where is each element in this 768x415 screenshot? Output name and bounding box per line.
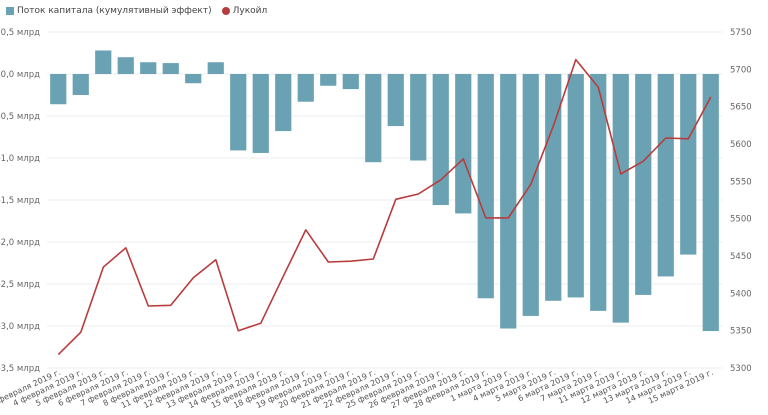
bar-capital-flow [455, 74, 472, 214]
bar-capital-flow [50, 74, 67, 105]
y-right-tick-label: 5700 [730, 65, 752, 75]
y-left-tick-label: 0,5 млрд [1, 28, 40, 38]
y-right-tick-label: 5750 [730, 28, 752, 38]
bar-capital-flow [635, 74, 652, 295]
bar-capital-flow [342, 74, 359, 90]
y-right-tick-label: 5350 [730, 327, 752, 337]
bar-capital-flow [162, 63, 179, 74]
y-right-tick-label: 5600 [730, 140, 752, 150]
bar-capital-flow [522, 74, 539, 316]
y-right-tick-label: 5650 [730, 103, 752, 113]
y-left-tick-label: -3,0 млрд [0, 322, 40, 332]
y-right-tick-label: 5500 [730, 215, 752, 225]
bar-capital-flow [72, 74, 89, 95]
legend-swatch-lukoil [221, 7, 230, 15]
bar-capital-flow [410, 74, 427, 161]
chart-legend: Поток капитала (кумулятивный эффект) Лук… [0, 0, 267, 22]
y-left-tick-label: -2,0 млрд [0, 238, 40, 248]
legend-swatch-capital-flow [6, 7, 14, 15]
y-left-tick-label: -1,5 млрд [0, 196, 40, 206]
y-right-tick-label: 5550 [730, 177, 752, 187]
y-right-tick-label: 5300 [730, 364, 752, 374]
bar-capital-flow [117, 57, 134, 74]
bar-capital-flow [612, 74, 629, 323]
y-left-tick-label: 0,0 млрд [1, 70, 40, 80]
line-lukoil [57, 58, 712, 356]
bar-capital-flow [230, 74, 247, 151]
bar-capital-flow [185, 74, 202, 84]
bar-capital-flow [387, 74, 404, 127]
legend-item-capital-flow[interactable]: Поток капитала (кумулятивный эффект) [6, 6, 212, 16]
bar-capital-flow [590, 74, 607, 311]
bar-capital-flow [275, 74, 292, 132]
bar-capital-flow [95, 50, 112, 74]
y-left-tick-label: -2,5 млрд [0, 280, 40, 290]
bar-capital-flow [545, 74, 562, 301]
y-left-tick-label: -3,5 млрд [0, 364, 40, 374]
bar-capital-flow [477, 74, 494, 299]
bar-capital-flow [320, 74, 337, 86]
bar-capital-flow [207, 62, 224, 74]
y-right-tick-label: 5450 [730, 252, 752, 262]
bar-capital-flow [567, 74, 584, 298]
bar-capital-flow [657, 74, 674, 277]
bar-capital-flow [702, 74, 719, 332]
y-left-tick-label: -0,5 млрд [0, 112, 40, 122]
bar-capital-flow [365, 74, 382, 163]
y-right-tick-label: 5400 [730, 289, 752, 299]
bar-capital-flow [680, 74, 697, 255]
bar-capital-flow [140, 62, 157, 74]
legend-label-capital-flow: Поток капитала (кумулятивный эффект) [17, 6, 212, 16]
legend-item-lukoil[interactable]: Лукойл [218, 6, 268, 16]
legend-label-lukoil: Лукойл [232, 6, 268, 16]
bar-capital-flow [432, 74, 449, 206]
bar-capital-flow [297, 74, 314, 102]
bar-capital-flow [252, 74, 269, 153]
bar-capital-flow [500, 74, 517, 329]
y-left-tick-label: -1,0 млрд [0, 154, 40, 164]
